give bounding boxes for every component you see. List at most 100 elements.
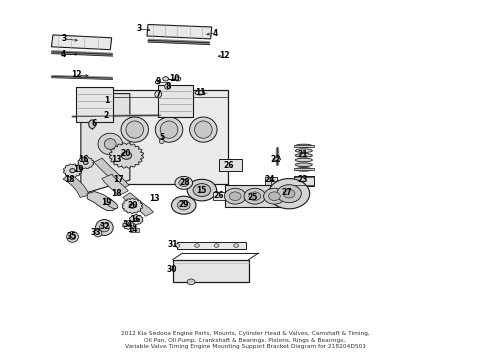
Text: 7: 7: [156, 90, 161, 99]
Ellipse shape: [187, 279, 195, 285]
Ellipse shape: [190, 117, 217, 142]
Bar: [225, 185, 284, 207]
Ellipse shape: [277, 185, 301, 203]
Text: 4: 4: [213, 29, 218, 37]
Polygon shape: [129, 215, 143, 225]
Text: 14: 14: [127, 225, 138, 234]
Ellipse shape: [122, 152, 131, 159]
Text: 12: 12: [219, 51, 230, 60]
Text: 16: 16: [130, 215, 141, 224]
Text: 34: 34: [122, 220, 133, 229]
Ellipse shape: [295, 158, 313, 162]
Polygon shape: [87, 192, 117, 211]
Polygon shape: [123, 221, 134, 229]
Text: 32: 32: [99, 222, 110, 231]
Text: 23: 23: [297, 175, 308, 184]
Bar: [213, 192, 228, 200]
Ellipse shape: [195, 121, 212, 138]
Ellipse shape: [234, 244, 239, 247]
Ellipse shape: [67, 231, 78, 242]
Ellipse shape: [99, 223, 109, 232]
Ellipse shape: [175, 176, 193, 189]
Polygon shape: [102, 174, 128, 196]
Ellipse shape: [264, 188, 285, 204]
Ellipse shape: [96, 220, 113, 235]
Ellipse shape: [155, 117, 183, 142]
Ellipse shape: [249, 192, 261, 201]
Bar: [265, 177, 277, 185]
Bar: [219, 159, 242, 171]
Ellipse shape: [193, 184, 211, 197]
Ellipse shape: [160, 121, 178, 138]
Bar: [76, 87, 113, 122]
Text: 22: 22: [270, 154, 281, 163]
Text: 2012 Kia Sedona Engine Parts, Mounts, Cylinder Head & Valves, Camshaft & Timing,: 2012 Kia Sedona Engine Parts, Mounts, Cy…: [121, 331, 369, 349]
Ellipse shape: [195, 244, 199, 247]
Ellipse shape: [159, 139, 164, 144]
Ellipse shape: [98, 133, 122, 155]
Ellipse shape: [295, 149, 313, 152]
Text: 33: 33: [91, 229, 101, 238]
Ellipse shape: [283, 189, 295, 198]
Text: 20: 20: [127, 201, 138, 210]
Bar: [158, 85, 193, 117]
Ellipse shape: [70, 234, 75, 240]
Text: 16: 16: [78, 154, 89, 163]
Text: 9: 9: [155, 77, 160, 86]
Ellipse shape: [295, 163, 313, 166]
Bar: [177, 242, 246, 249]
Ellipse shape: [269, 192, 280, 201]
Polygon shape: [51, 35, 112, 50]
Text: 3: 3: [61, 34, 66, 43]
Text: 8: 8: [166, 82, 171, 91]
Text: 27: 27: [282, 188, 293, 197]
Text: 6: 6: [92, 120, 97, 129]
Bar: [294, 176, 314, 186]
Ellipse shape: [126, 121, 144, 138]
Ellipse shape: [94, 230, 102, 237]
Ellipse shape: [295, 167, 313, 171]
Text: 29: 29: [178, 200, 189, 209]
Text: 25: 25: [247, 194, 258, 202]
Ellipse shape: [187, 179, 217, 201]
Text: 10: 10: [169, 74, 179, 83]
Ellipse shape: [83, 161, 88, 165]
Text: 12: 12: [71, 71, 81, 79]
Ellipse shape: [70, 168, 75, 173]
Polygon shape: [63, 174, 89, 198]
Ellipse shape: [163, 77, 169, 81]
Ellipse shape: [155, 80, 160, 84]
Text: 20: 20: [120, 149, 131, 158]
Text: 17: 17: [113, 175, 123, 184]
Bar: [110, 90, 228, 184]
Ellipse shape: [175, 244, 180, 247]
Ellipse shape: [214, 244, 219, 247]
Bar: [130, 228, 139, 232]
Ellipse shape: [126, 224, 130, 226]
Text: 28: 28: [179, 178, 190, 187]
Polygon shape: [122, 198, 143, 213]
Ellipse shape: [224, 188, 246, 204]
Text: 26: 26: [213, 191, 224, 200]
Polygon shape: [94, 158, 129, 189]
Text: 19: 19: [101, 198, 112, 207]
Text: 3: 3: [136, 24, 141, 33]
Text: 19: 19: [74, 165, 84, 174]
Ellipse shape: [104, 139, 116, 149]
Text: 26: 26: [223, 161, 234, 170]
Text: 35: 35: [66, 233, 77, 241]
Text: 4: 4: [61, 50, 66, 59]
Bar: [172, 260, 248, 282]
Text: 13: 13: [111, 154, 122, 163]
Ellipse shape: [244, 188, 266, 204]
Ellipse shape: [134, 218, 138, 221]
Ellipse shape: [175, 77, 181, 81]
Ellipse shape: [295, 153, 313, 157]
Text: 15: 15: [196, 186, 207, 194]
Text: 2: 2: [104, 111, 109, 120]
Text: 31: 31: [167, 240, 178, 249]
Ellipse shape: [269, 179, 310, 209]
Polygon shape: [78, 157, 94, 168]
Text: 18: 18: [64, 175, 74, 184]
Polygon shape: [64, 164, 81, 177]
